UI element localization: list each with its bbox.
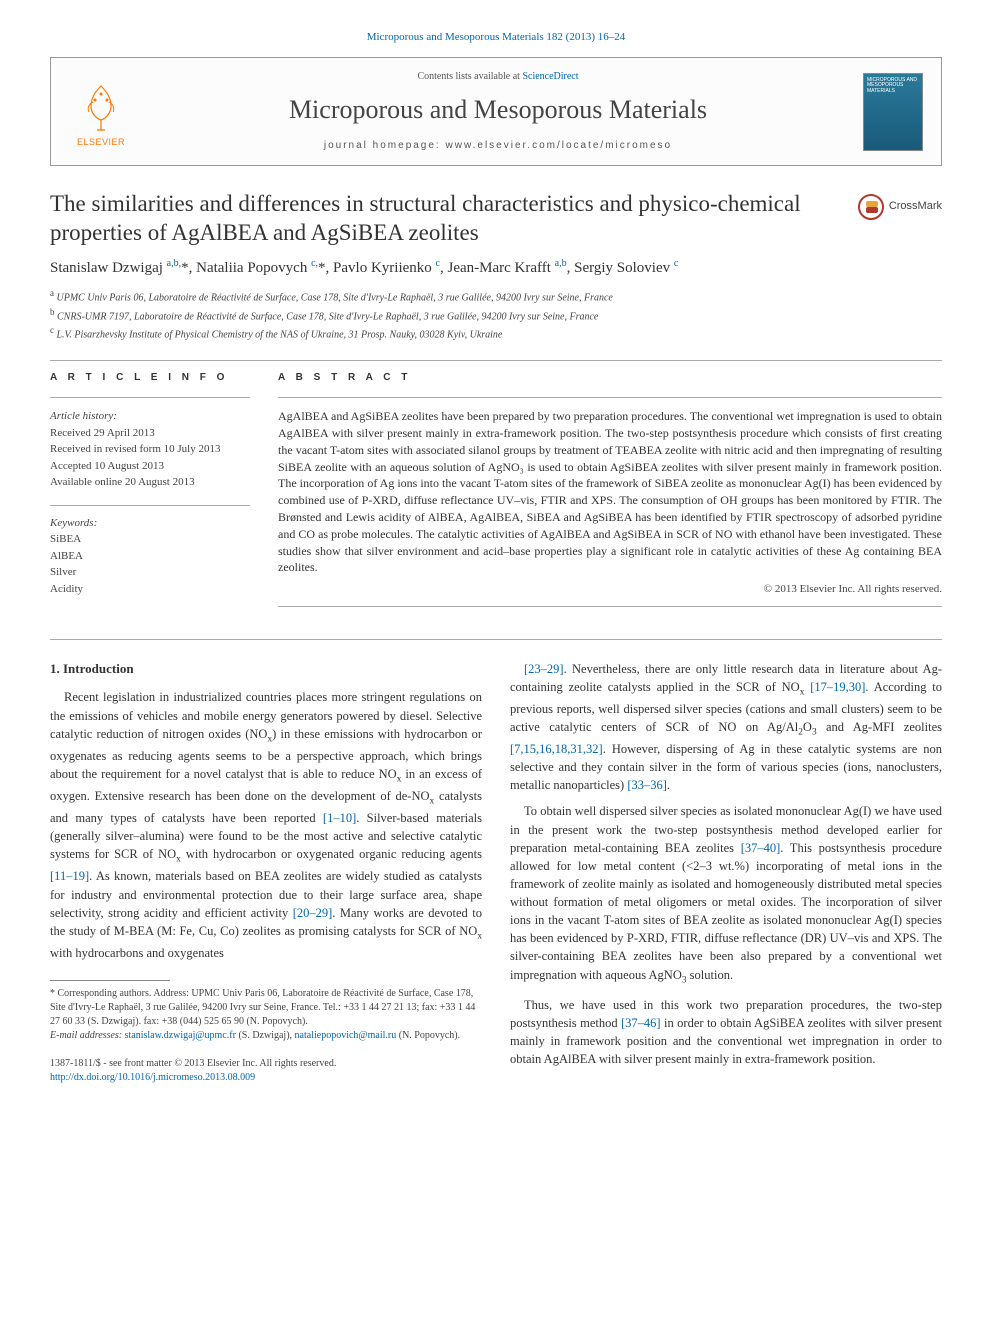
article-info-label: A R T I C L E I N F O bbox=[50, 371, 250, 385]
divider bbox=[278, 606, 942, 607]
elsevier-logo[interactable]: ELSEVIER bbox=[69, 75, 133, 149]
abstract-label: A B S T R A C T bbox=[278, 371, 942, 385]
elsevier-tree-icon bbox=[77, 80, 125, 134]
article-history: Article history: Received 29 April 2013R… bbox=[50, 408, 250, 491]
divider bbox=[50, 505, 250, 506]
keyword-item: Acidity bbox=[50, 581, 250, 598]
keyword-item: Silver bbox=[50, 564, 250, 581]
body-paragraph: Thus, we have used in this work two prep… bbox=[510, 996, 942, 1069]
corresponding-author-footnote: * Corresponding authors. Address: UPMC U… bbox=[50, 987, 482, 1043]
crossmark-badge[interactable]: CrossMark bbox=[858, 194, 942, 220]
history-line: Accepted 10 August 2013 bbox=[50, 458, 250, 475]
article-title: The similarities and differences in stru… bbox=[50, 190, 846, 248]
crossmark-icon bbox=[858, 194, 884, 220]
divider bbox=[50, 360, 942, 361]
keyword-item: AlBEA bbox=[50, 548, 250, 565]
history-line: Received 29 April 2013 bbox=[50, 425, 250, 442]
affiliation-line: a UPMC Univ Paris 06, Laboratoire de Réa… bbox=[50, 287, 942, 305]
history-label: Article history: bbox=[50, 408, 250, 425]
divider bbox=[50, 639, 942, 640]
affiliations: a UPMC Univ Paris 06, Laboratoire de Réa… bbox=[50, 287, 942, 342]
publication-footer: 1387-1811/$ - see front matter © 2013 El… bbox=[50, 1057, 482, 1085]
crossmark-label: CrossMark bbox=[889, 199, 942, 214]
history-line: Received in revised form 10 July 2013 bbox=[50, 441, 250, 458]
sciencedirect-link[interactable]: ScienceDirect bbox=[522, 71, 578, 82]
affiliation-line: c L.V. Pisarzhevsky Institute of Physica… bbox=[50, 324, 942, 342]
homepage-url[interactable]: www.elsevier.com/locate/micromeso bbox=[446, 140, 673, 151]
journal-cover-thumbnail[interactable] bbox=[863, 73, 923, 151]
affiliation-line: b CNRS-UMR 7197, Laboratoire de Réactivi… bbox=[50, 306, 942, 324]
body-column-right: [23–29]. Nevertheless, there are only li… bbox=[510, 660, 942, 1085]
journal-reference: Microporous and Mesoporous Materials 182… bbox=[50, 30, 942, 45]
keyword-item: SiBEA bbox=[50, 531, 250, 548]
body-paragraph: [23–29]. Nevertheless, there are only li… bbox=[510, 660, 942, 795]
doi-link[interactable]: http://dx.doi.org/10.1016/j.micromeso.20… bbox=[50, 1072, 255, 1083]
abstract-text: AgAlBEA and AgSiBEA zeolites have been p… bbox=[278, 408, 942, 576]
history-line: Available online 20 August 2013 bbox=[50, 474, 250, 491]
body-paragraph: Recent legislation in industrialized cou… bbox=[50, 688, 482, 962]
divider bbox=[50, 397, 250, 398]
homepage-line: journal homepage: www.elsevier.com/locat… bbox=[149, 139, 847, 153]
keyword-list: SiBEAAlBEASilverAcidity bbox=[50, 531, 250, 597]
footnote-separator bbox=[50, 980, 170, 981]
issn-line: 1387-1811/$ - see front matter © 2013 El… bbox=[50, 1057, 482, 1071]
elsevier-label: ELSEVIER bbox=[77, 136, 125, 149]
body-column-left: 1. Introduction Recent legislation in in… bbox=[50, 660, 482, 1085]
contents-available-line: Contents lists available at ScienceDirec… bbox=[149, 70, 847, 84]
divider bbox=[278, 397, 942, 398]
email-link-1[interactable]: stanislaw.dzwigaj@upmc.fr bbox=[125, 1030, 236, 1041]
author-list: Stanislaw Dzwigaj a,b,*, Nataliia Popovy… bbox=[50, 257, 942, 279]
keywords-label: Keywords: bbox=[50, 516, 250, 531]
abstract-copyright: © 2013 Elsevier Inc. All rights reserved… bbox=[278, 582, 942, 597]
journal-name: Microporous and Mesoporous Materials bbox=[149, 92, 847, 128]
section-heading-introduction: 1. Introduction bbox=[50, 660, 482, 679]
email-link-2[interactable]: nataliepopovich@mail.ru bbox=[295, 1030, 397, 1041]
body-paragraph: To obtain well dispersed silver species … bbox=[510, 802, 942, 987]
journal-header: ELSEVIER Contents lists available at Sci… bbox=[50, 57, 942, 165]
